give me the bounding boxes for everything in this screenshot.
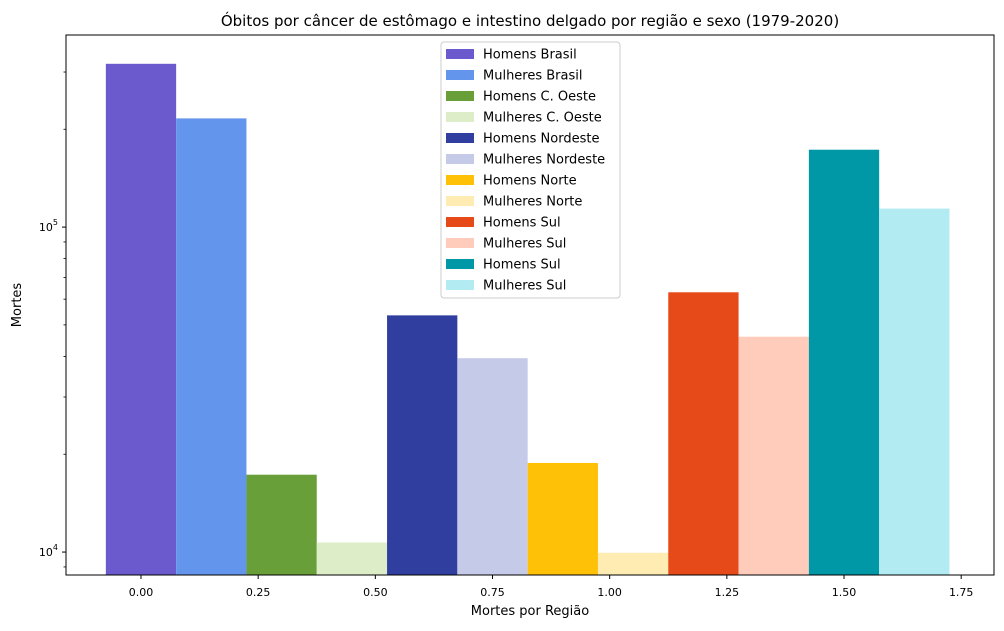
bar-7 [597,552,669,575]
bar-3 [316,542,388,575]
x-tick-label-7: 1.75 [949,586,974,599]
legend-swatch-7 [446,196,474,206]
x-tick-label-2: 0.50 [363,586,388,599]
legend-label-0: Homens Brasil [483,48,577,63]
legend-swatch-5 [446,154,474,164]
y-tick-label-0: 104 [39,543,58,559]
legend-swatch-3 [446,112,474,122]
legend-swatch-1 [446,70,474,80]
legend-label-10: Homens Sul [483,258,561,273]
legend-label-5: Mulheres Nordeste [483,153,605,168]
plot-frame [65,34,995,576]
bar-4 [387,315,458,575]
x-tick-label-1: 0.25 [246,586,271,599]
bar-0 [105,63,177,575]
legend-swatch-8 [446,217,474,227]
x-tick-label-3: 0.75 [480,586,505,599]
legend-label-1: Mulheres Brasil [483,69,583,84]
legend-label-8: Homens Sul [483,216,561,231]
legend-swatch-4 [446,133,474,143]
x-tick-label-6: 1.50 [832,586,857,599]
x-tick-label-5: 1.25 [715,586,740,599]
legend-swatch-6 [446,175,474,185]
bar-1 [176,118,247,575]
legend-swatch-10 [446,259,474,269]
legend-label-4: Homens Nordeste [483,132,599,147]
legend-swatch-11 [446,280,474,290]
x-axis-label: Mortes por Região [471,604,589,619]
y-tick-label-1: 105 [39,218,58,234]
bar-10 [808,149,880,575]
bar-9 [738,336,809,575]
x-axis: 0.00 0.25 0.50 0.75 1.00 1.25 1.50 1.75 [129,575,974,599]
legend-label-7: Mulheres Norte [483,195,582,210]
legend-swatch-0 [446,49,474,59]
legend-swatch-2 [446,91,474,101]
bar-6 [527,462,598,575]
legend-label-3: Mulheres C. Oeste [483,111,602,126]
x-tick-label-0: 0.00 [129,586,154,599]
bar-5 [457,358,528,575]
legend-swatch-9 [446,238,474,248]
bar-2 [246,474,317,575]
bar-11 [879,208,950,576]
legend-box [440,41,621,299]
y-axis: 104 105 [39,71,66,568]
legend: Homens Brasil Mulheres Brasil Homens C. Oe… [440,41,621,299]
bar-8 [668,292,739,575]
chart-title: Óbitos por câncer de estômago e intestin… [221,11,839,30]
bars-layer [105,63,950,576]
legend-label-6: Homens Norte [483,174,577,189]
legend-label-9: Mulheres Sul [483,237,566,252]
legend-label-2: Homens C. Oeste [483,90,596,105]
y-axis-label: Mortes [10,283,25,328]
legend-label-11: Mulheres Sul [483,279,566,294]
x-tick-label-4: 1.00 [597,586,622,599]
